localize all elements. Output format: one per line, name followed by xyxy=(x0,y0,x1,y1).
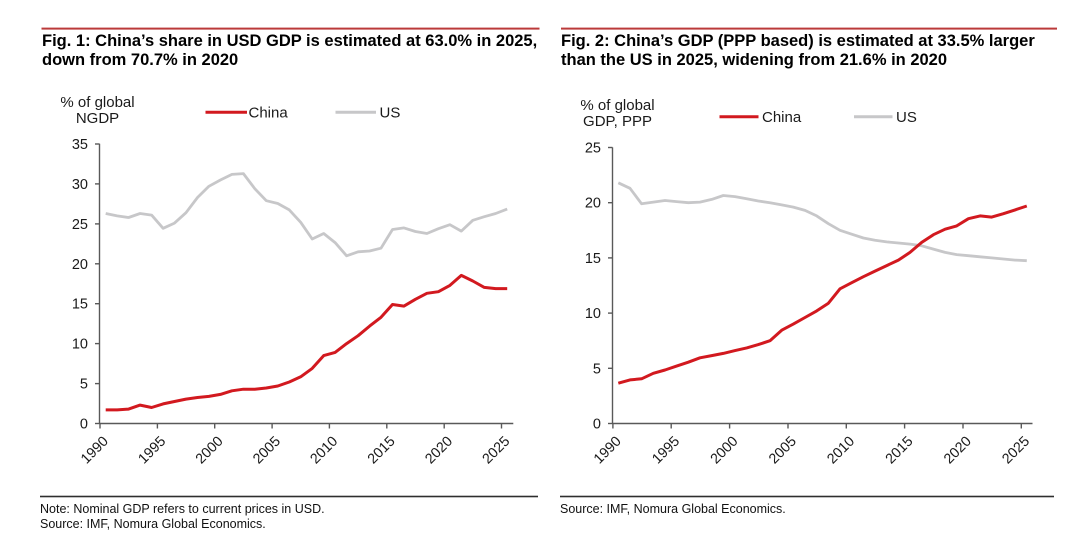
svg-text:down from 70.7% in 2020: down from 70.7% in 2020 xyxy=(42,51,238,69)
svg-text:Note: Nominal GDP refers to cu: Note: Nominal GDP refers to current pric… xyxy=(40,502,325,516)
svg-text:Fig. 1: China’s share in USD G: Fig. 1: China’s share in USD GDP is esti… xyxy=(42,32,537,50)
svg-text:US: US xyxy=(380,105,401,122)
svg-text:30: 30 xyxy=(72,177,88,193)
svg-text:10: 10 xyxy=(585,306,601,322)
svg-text:than the US in 2025, widening: than the US in 2025, widening from 21.6%… xyxy=(561,51,947,69)
svg-text:GDP, PPP: GDP, PPP xyxy=(583,113,652,130)
svg-text:20: 20 xyxy=(72,257,88,273)
svg-text:5: 5 xyxy=(593,361,601,377)
svg-text:China: China xyxy=(249,105,289,122)
svg-text:China: China xyxy=(762,109,802,126)
svg-text:% of global: % of global xyxy=(580,97,654,114)
svg-text:NGDP: NGDP xyxy=(76,110,119,127)
svg-text:25: 25 xyxy=(72,217,88,233)
svg-text:10: 10 xyxy=(72,337,88,353)
svg-text:35: 35 xyxy=(72,137,88,153)
svg-text:Fig. 2: China’s GDP (PPP based: Fig. 2: China’s GDP (PPP based) is estim… xyxy=(561,32,1035,50)
svg-text:20: 20 xyxy=(585,196,601,212)
svg-text:15: 15 xyxy=(585,251,601,267)
svg-text:15: 15 xyxy=(72,297,88,313)
svg-text:Source: IMF, Nomura Global Eco: Source: IMF, Nomura Global Economics. xyxy=(40,517,266,531)
svg-text:0: 0 xyxy=(80,417,88,433)
svg-text:25: 25 xyxy=(585,141,601,157)
svg-text:0: 0 xyxy=(593,417,601,433)
svg-text:5: 5 xyxy=(80,377,88,393)
svg-text:Source: IMF, Nomura Global Eco: Source: IMF, Nomura Global Economics. xyxy=(560,502,786,516)
svg-text:US: US xyxy=(896,109,917,126)
svg-text:% of global: % of global xyxy=(60,94,134,111)
